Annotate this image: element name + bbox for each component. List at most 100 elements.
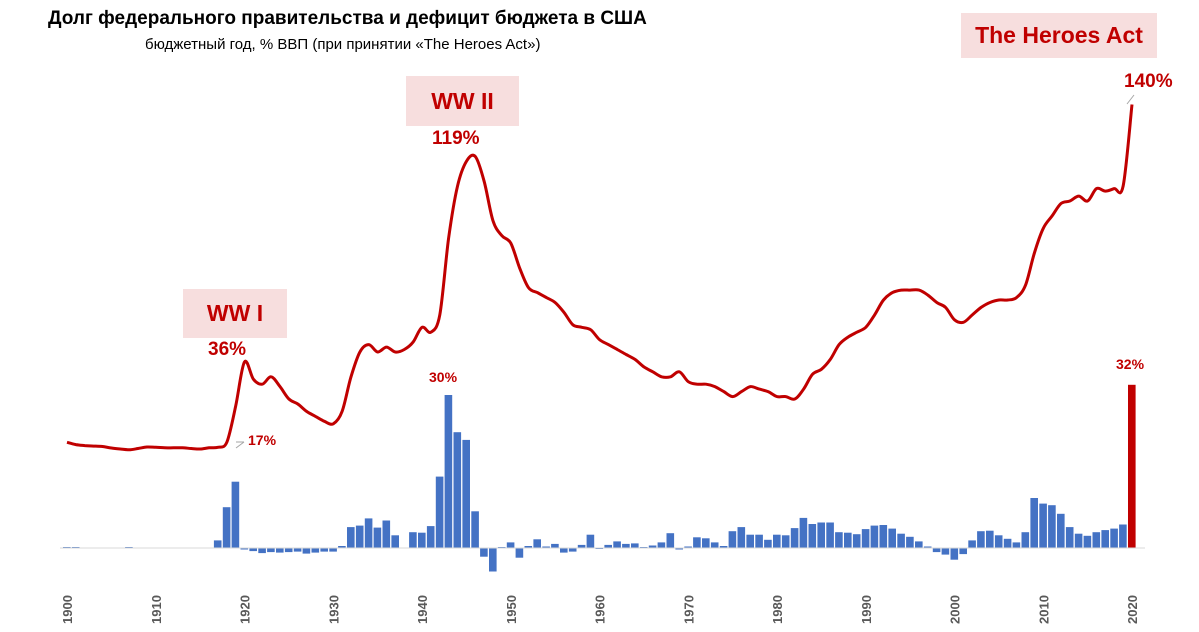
- deficit-bar-2000: [950, 548, 959, 560]
- deficit-bar-2020: [1128, 384, 1136, 548]
- chart-subtitle: бюджетный год, % ВВП (при принятии «The …: [145, 36, 541, 53]
- deficit-bar-1940: [418, 532, 426, 548]
- deficit-bar-1927: [302, 548, 311, 554]
- deficit-bar-1922: [258, 548, 266, 554]
- deficit-bar-1954: [542, 546, 550, 548]
- deficit-bar-2019: [1119, 524, 1127, 548]
- deficit-bar-1953: [533, 539, 541, 548]
- ww2-deficit-label: 30%: [429, 369, 458, 385]
- x-tick-1900: 1900: [60, 595, 75, 624]
- deficit-bar-1971: [693, 537, 701, 548]
- deficit-bar-1947: [480, 548, 488, 557]
- deficit-bar-1917: [213, 540, 222, 548]
- deficit-bar-1989: [852, 534, 861, 548]
- deficit-bar-1951: [515, 548, 524, 558]
- deficit-bar-1967: [657, 542, 666, 548]
- deficit-bar-2008: [1021, 532, 1030, 548]
- deficit-bar-1952: [524, 546, 533, 548]
- deficit-bar-1937: [391, 535, 399, 549]
- ww1-deficit-label: 17%: [248, 432, 277, 448]
- ww1-debt-label: 36%: [208, 339, 247, 360]
- x-tick-1930: 1930: [326, 595, 341, 624]
- deficit-bar-1996: [915, 541, 923, 548]
- deficit-bar-2003: [977, 531, 985, 548]
- deficit-bar-1978: [755, 534, 763, 548]
- deficit-bar-1928: [311, 548, 320, 553]
- ww2-annotation: WW II: [406, 76, 519, 126]
- deficit-bar-1984: [808, 524, 817, 548]
- heroes-act-annotation: The Heroes Act: [961, 13, 1157, 58]
- x-tick-1950: 1950: [504, 595, 519, 624]
- deficit-bar-1982: [790, 528, 799, 548]
- x-tick-1980: 1980: [770, 595, 785, 624]
- deficit-bar-1994: [897, 533, 905, 548]
- deficit-bar-1936: [382, 520, 391, 548]
- deficit-bar-1923: [267, 548, 275, 553]
- deficit-bar-1972: [702, 538, 710, 548]
- x-axis-ticks: 1900 1910 1920 1930 1940 1950 1960 1970 1980 1990…: [60, 595, 1140, 624]
- deficit-bar-2012: [1057, 513, 1065, 548]
- deficit-bar-1997: [923, 546, 932, 548]
- deficit-bar-2015: [1083, 535, 1092, 548]
- debt-line-layer: [66, 104, 1134, 452]
- deficit-bar-2006: [1003, 538, 1012, 548]
- deficit-bar-1942: [435, 476, 444, 548]
- deficit-bar-1988: [844, 532, 852, 548]
- deficit-bar-2018: [1110, 528, 1118, 548]
- deficit-bar-1955: [551, 543, 559, 548]
- deficit-bar-2017: [1101, 530, 1109, 548]
- deficit-bar-1943: [444, 395, 453, 548]
- deficit-bar-1934: [364, 518, 373, 548]
- deficit-bar-1933: [355, 525, 364, 548]
- deficit-bar-1935: [373, 527, 382, 548]
- deficit-bar-1970: [684, 546, 692, 548]
- deficit-bar-2004: [986, 530, 994, 548]
- deficit-bar-1929: [320, 548, 328, 552]
- deficit-bar-1956: [560, 548, 568, 553]
- deficit-bar-1974: [719, 546, 728, 548]
- deficit-bar-1992: [879, 525, 888, 548]
- deficit-bar-1920: [240, 548, 249, 550]
- deficit-bar-2014: [1074, 533, 1083, 548]
- deficit-bar-1969: [675, 548, 683, 550]
- deficit-bar-1983: [799, 517, 808, 548]
- deficit-bar-1962: [613, 541, 621, 548]
- deficit-bar-1976: [737, 527, 746, 548]
- x-tick-1920: 1920: [238, 595, 253, 624]
- deficit-bar-1924: [276, 548, 284, 553]
- deficit-bar-1986: [826, 522, 834, 548]
- deficit-bar-1931: [338, 546, 346, 548]
- deficit-bar-1925: [284, 548, 293, 553]
- deficit-bar-1975: [728, 531, 737, 548]
- deficit-bars: [63, 384, 1136, 572]
- deficit-bar-1959: [586, 534, 595, 548]
- deficit-bar-1930: [329, 548, 337, 552]
- deficit-bar-1963: [622, 543, 630, 548]
- deficit-bar-1921: [249, 548, 257, 552]
- ww2-debt-label: 119%: [432, 128, 480, 149]
- x-tick-2010: 2010: [1036, 595, 1051, 624]
- deficit-bar-1961: [604, 544, 612, 548]
- chart-title: Долг федерального правительства и дефици…: [48, 8, 647, 29]
- deficit-bar-1958: [577, 544, 586, 548]
- deficit-bar-1948: [489, 548, 497, 572]
- deficit-bar-1932: [347, 527, 355, 548]
- deficit-bar-2002: [968, 540, 976, 548]
- deficit-bar-2013: [1065, 527, 1074, 548]
- deficit-bar-1926: [293, 548, 302, 552]
- debt-line: [66, 104, 1134, 452]
- deficit-bar-1966: [648, 545, 657, 548]
- deficit-bar-1991: [870, 525, 879, 548]
- deficit-bar-2009: [1030, 498, 1038, 548]
- deficit-bar-1950: [506, 542, 515, 548]
- deficit-bar-2007: [1012, 542, 1021, 548]
- deficit-bar-1995: [906, 536, 914, 548]
- x-tick-1940: 1940: [415, 595, 430, 624]
- deficit-bar-2005: [994, 535, 1003, 549]
- x-tick-1970: 1970: [681, 595, 696, 624]
- deficit-bar-1985: [817, 522, 825, 548]
- deficit-bar-2010: [1039, 503, 1047, 548]
- deficit-bar-1979: [764, 539, 772, 548]
- deficit-bar-1990: [861, 529, 870, 548]
